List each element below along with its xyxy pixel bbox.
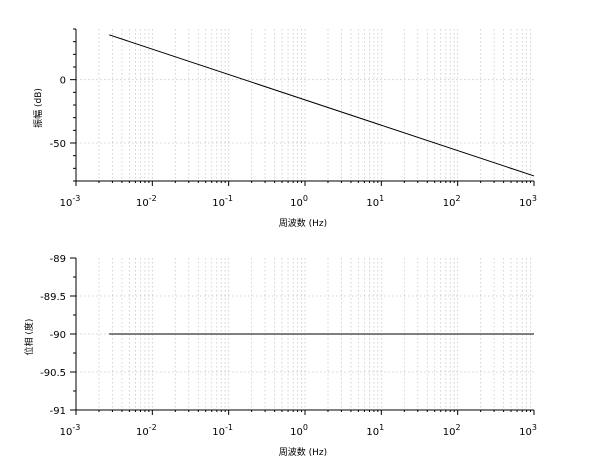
chart-phase: 10-3 10-2 10-1 100 101 102 103 -89 -89.5 -90 -90.5…	[23, 254, 537, 458]
y-tick-label: -89.5	[40, 292, 66, 303]
x-tick-label: 10-1	[212, 423, 233, 438]
x-tick-label: 100	[290, 423, 308, 438]
series-line	[109, 34, 535, 177]
x-axis-label: 周波数 (Hz)	[279, 446, 327, 458]
y-tick-label: -50	[50, 139, 66, 150]
y-tick-label: -90	[50, 330, 66, 341]
x-tick-label: 10-1	[212, 194, 233, 209]
y-tick-label: -89	[50, 254, 66, 265]
chart-magnitude: 10-3 10-2 10-1 100 101 102 103 0 -50 周波数 (Hz) 振幅 (…	[32, 28, 537, 229]
x-tick-label: 10-2	[136, 194, 157, 209]
x-axis-label: 周波数 (Hz)	[279, 217, 327, 229]
x-tick-label: 100	[290, 194, 308, 209]
x-tick-label: 103	[519, 423, 537, 438]
x-tick-label: 101	[366, 423, 384, 438]
x-tick-label: 10-3	[60, 423, 81, 438]
x-tick-label: 103	[519, 194, 537, 209]
y-axis-label: 位相 (度)	[23, 319, 35, 356]
y-tick-label: 0	[60, 76, 66, 87]
y-tick-label: -91	[50, 406, 66, 417]
x-tick-label: 102	[443, 194, 461, 209]
x-tick-label: 10-3	[60, 194, 81, 209]
y-axis-label: 振幅 (dB)	[32, 88, 44, 128]
y-tick-label: -90.5	[40, 368, 66, 379]
x-tick-label: 101	[366, 194, 384, 209]
x-tick-label: 10-2	[136, 423, 157, 438]
x-tick-label: 102	[443, 423, 461, 438]
